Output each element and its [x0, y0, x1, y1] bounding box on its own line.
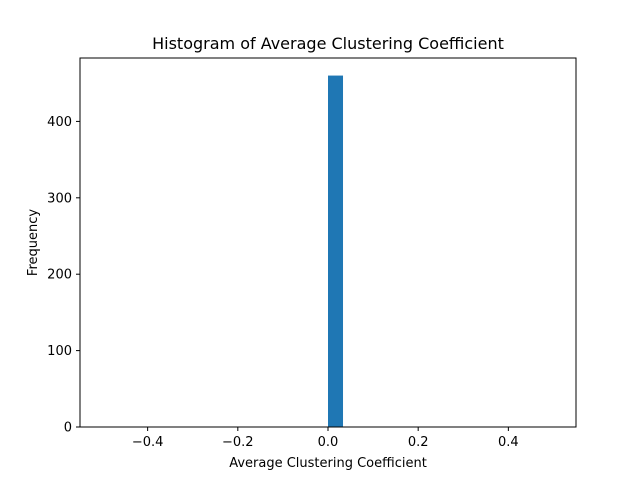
y-tick-label: 100: [47, 344, 72, 359]
y-tick-label: 400: [47, 115, 72, 130]
bars-group: [328, 75, 344, 428]
y-ticks-group: 0 100 200 300 400: [47, 115, 80, 436]
x-tick-label: 0.2: [408, 435, 429, 450]
y-axis-label: Frequency: [26, 209, 41, 276]
x-tick-label: 0.4: [498, 435, 519, 450]
y-tick-label: 300: [47, 191, 72, 206]
x-axis-label: Average Clustering Coefficient: [229, 456, 427, 471]
histogram-bar: [328, 75, 344, 428]
x-tick-label: 0.0: [318, 435, 339, 450]
y-tick-label: 0: [64, 421, 72, 436]
x-ticks-group: −0.4 −0.2 0.0 0.2 0.4: [132, 427, 519, 450]
chart-title: Histogram of Average Clustering Coeffici…: [152, 34, 504, 53]
y-tick-label: 200: [47, 268, 72, 283]
x-tick-label: −0.4: [132, 435, 164, 450]
x-tick-label: −0.2: [222, 435, 254, 450]
